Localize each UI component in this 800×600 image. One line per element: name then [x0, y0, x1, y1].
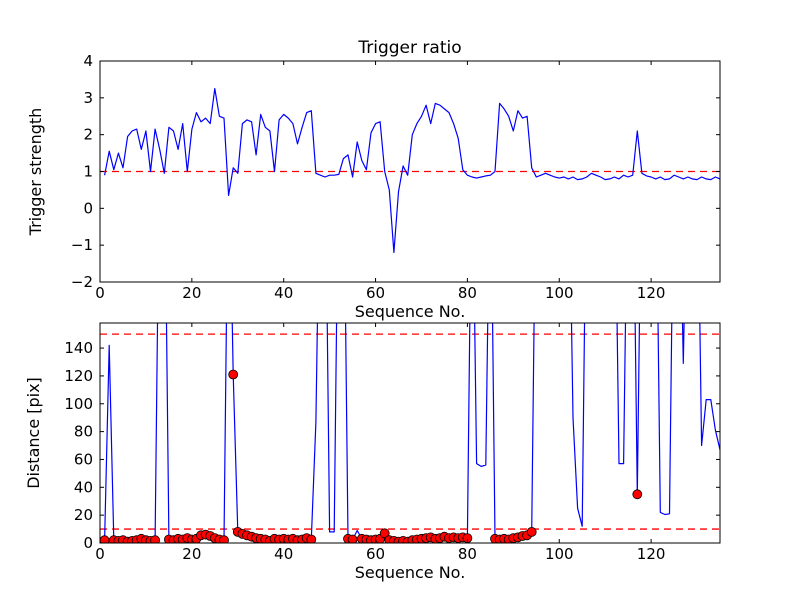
axis-ticks: 0 20 40 60 80 100 120 0 20 40 60 80 100 120 140 — [64, 323, 720, 563]
distance-line — [104, 323, 720, 543]
match-marker — [306, 534, 317, 543]
x-tick-label: 20 — [182, 284, 201, 302]
match-marker — [219, 535, 229, 543]
y-tick-label: −2 — [71, 273, 93, 291]
y-tick-label: 40 — [74, 478, 93, 496]
y-tick-label: −1 — [71, 236, 93, 254]
data-layer — [100, 87, 720, 254]
y-tick-label: 140 — [64, 339, 93, 357]
y-tick-label: 4 — [83, 52, 93, 70]
bottom-subplot: 0 20 40 60 80 100 120 0 20 40 60 80 100 120 140 Sequen… — [24, 322, 721, 582]
bottom-plot-area: 0 20 40 60 80 100 120 0 20 40 60 80 100 120 140 — [64, 322, 721, 563]
x-tick-label: 40 — [274, 545, 293, 563]
top-x-axis-label: Sequence No. — [355, 302, 466, 321]
x-tick-label: 120 — [637, 545, 666, 563]
y-tick-label: 120 — [64, 367, 93, 385]
match-marker — [632, 489, 643, 500]
x-tick-label: 80 — [458, 545, 477, 563]
y-tick-label: 0 — [83, 199, 93, 217]
match-marker — [150, 535, 160, 543]
y-tick-label: 80 — [74, 423, 93, 441]
top-plot-area: 0 20 40 60 80 100 120 −2 −1 0 1 2 3 4 — [71, 52, 721, 302]
x-tick-label: 100 — [545, 545, 574, 563]
match-marker — [228, 369, 239, 380]
x-tick-label: 60 — [366, 545, 385, 563]
x-tick-label: 40 — [274, 284, 293, 302]
axes-frame — [99, 322, 721, 544]
x-tick-label: 20 — [182, 545, 201, 563]
y-tick-label: 100 — [64, 395, 93, 413]
y-tick-label: 2 — [83, 126, 93, 144]
bottom-y-axis-label: Distance [pix] — [24, 377, 43, 489]
x-tick-label: 60 — [366, 284, 385, 302]
x-tick-label: 100 — [545, 284, 574, 302]
match-marker — [379, 528, 390, 539]
axis-ticks: 0 20 40 60 80 100 120 −2 −1 0 1 2 3 4 — [71, 52, 720, 302]
data-layer — [100, 323, 720, 543]
y-tick-label: 0 — [83, 534, 93, 552]
top-subplot: 0 20 40 60 80 100 120 −2 −1 0 1 2 3 4 Trigger ratio S… — [26, 38, 721, 321]
x-tick-label: 80 — [458, 284, 477, 302]
chart-title: Trigger ratio — [357, 38, 461, 58]
match-marker — [526, 527, 537, 537]
bottom-x-axis-label: Sequence No. — [355, 563, 466, 582]
y-tick-label: 1 — [83, 163, 93, 181]
top-y-axis-label: Trigger strength — [26, 108, 45, 237]
trigger-strength-line — [104, 87, 720, 254]
x-tick-label: 0 — [95, 284, 105, 302]
axes-frame — [99, 60, 721, 283]
x-tick-label: 0 — [95, 545, 105, 563]
y-tick-label: 20 — [74, 506, 93, 524]
x-tick-label: 120 — [637, 284, 666, 302]
y-tick-label: 3 — [83, 89, 93, 107]
y-tick-label: 60 — [74, 450, 93, 468]
